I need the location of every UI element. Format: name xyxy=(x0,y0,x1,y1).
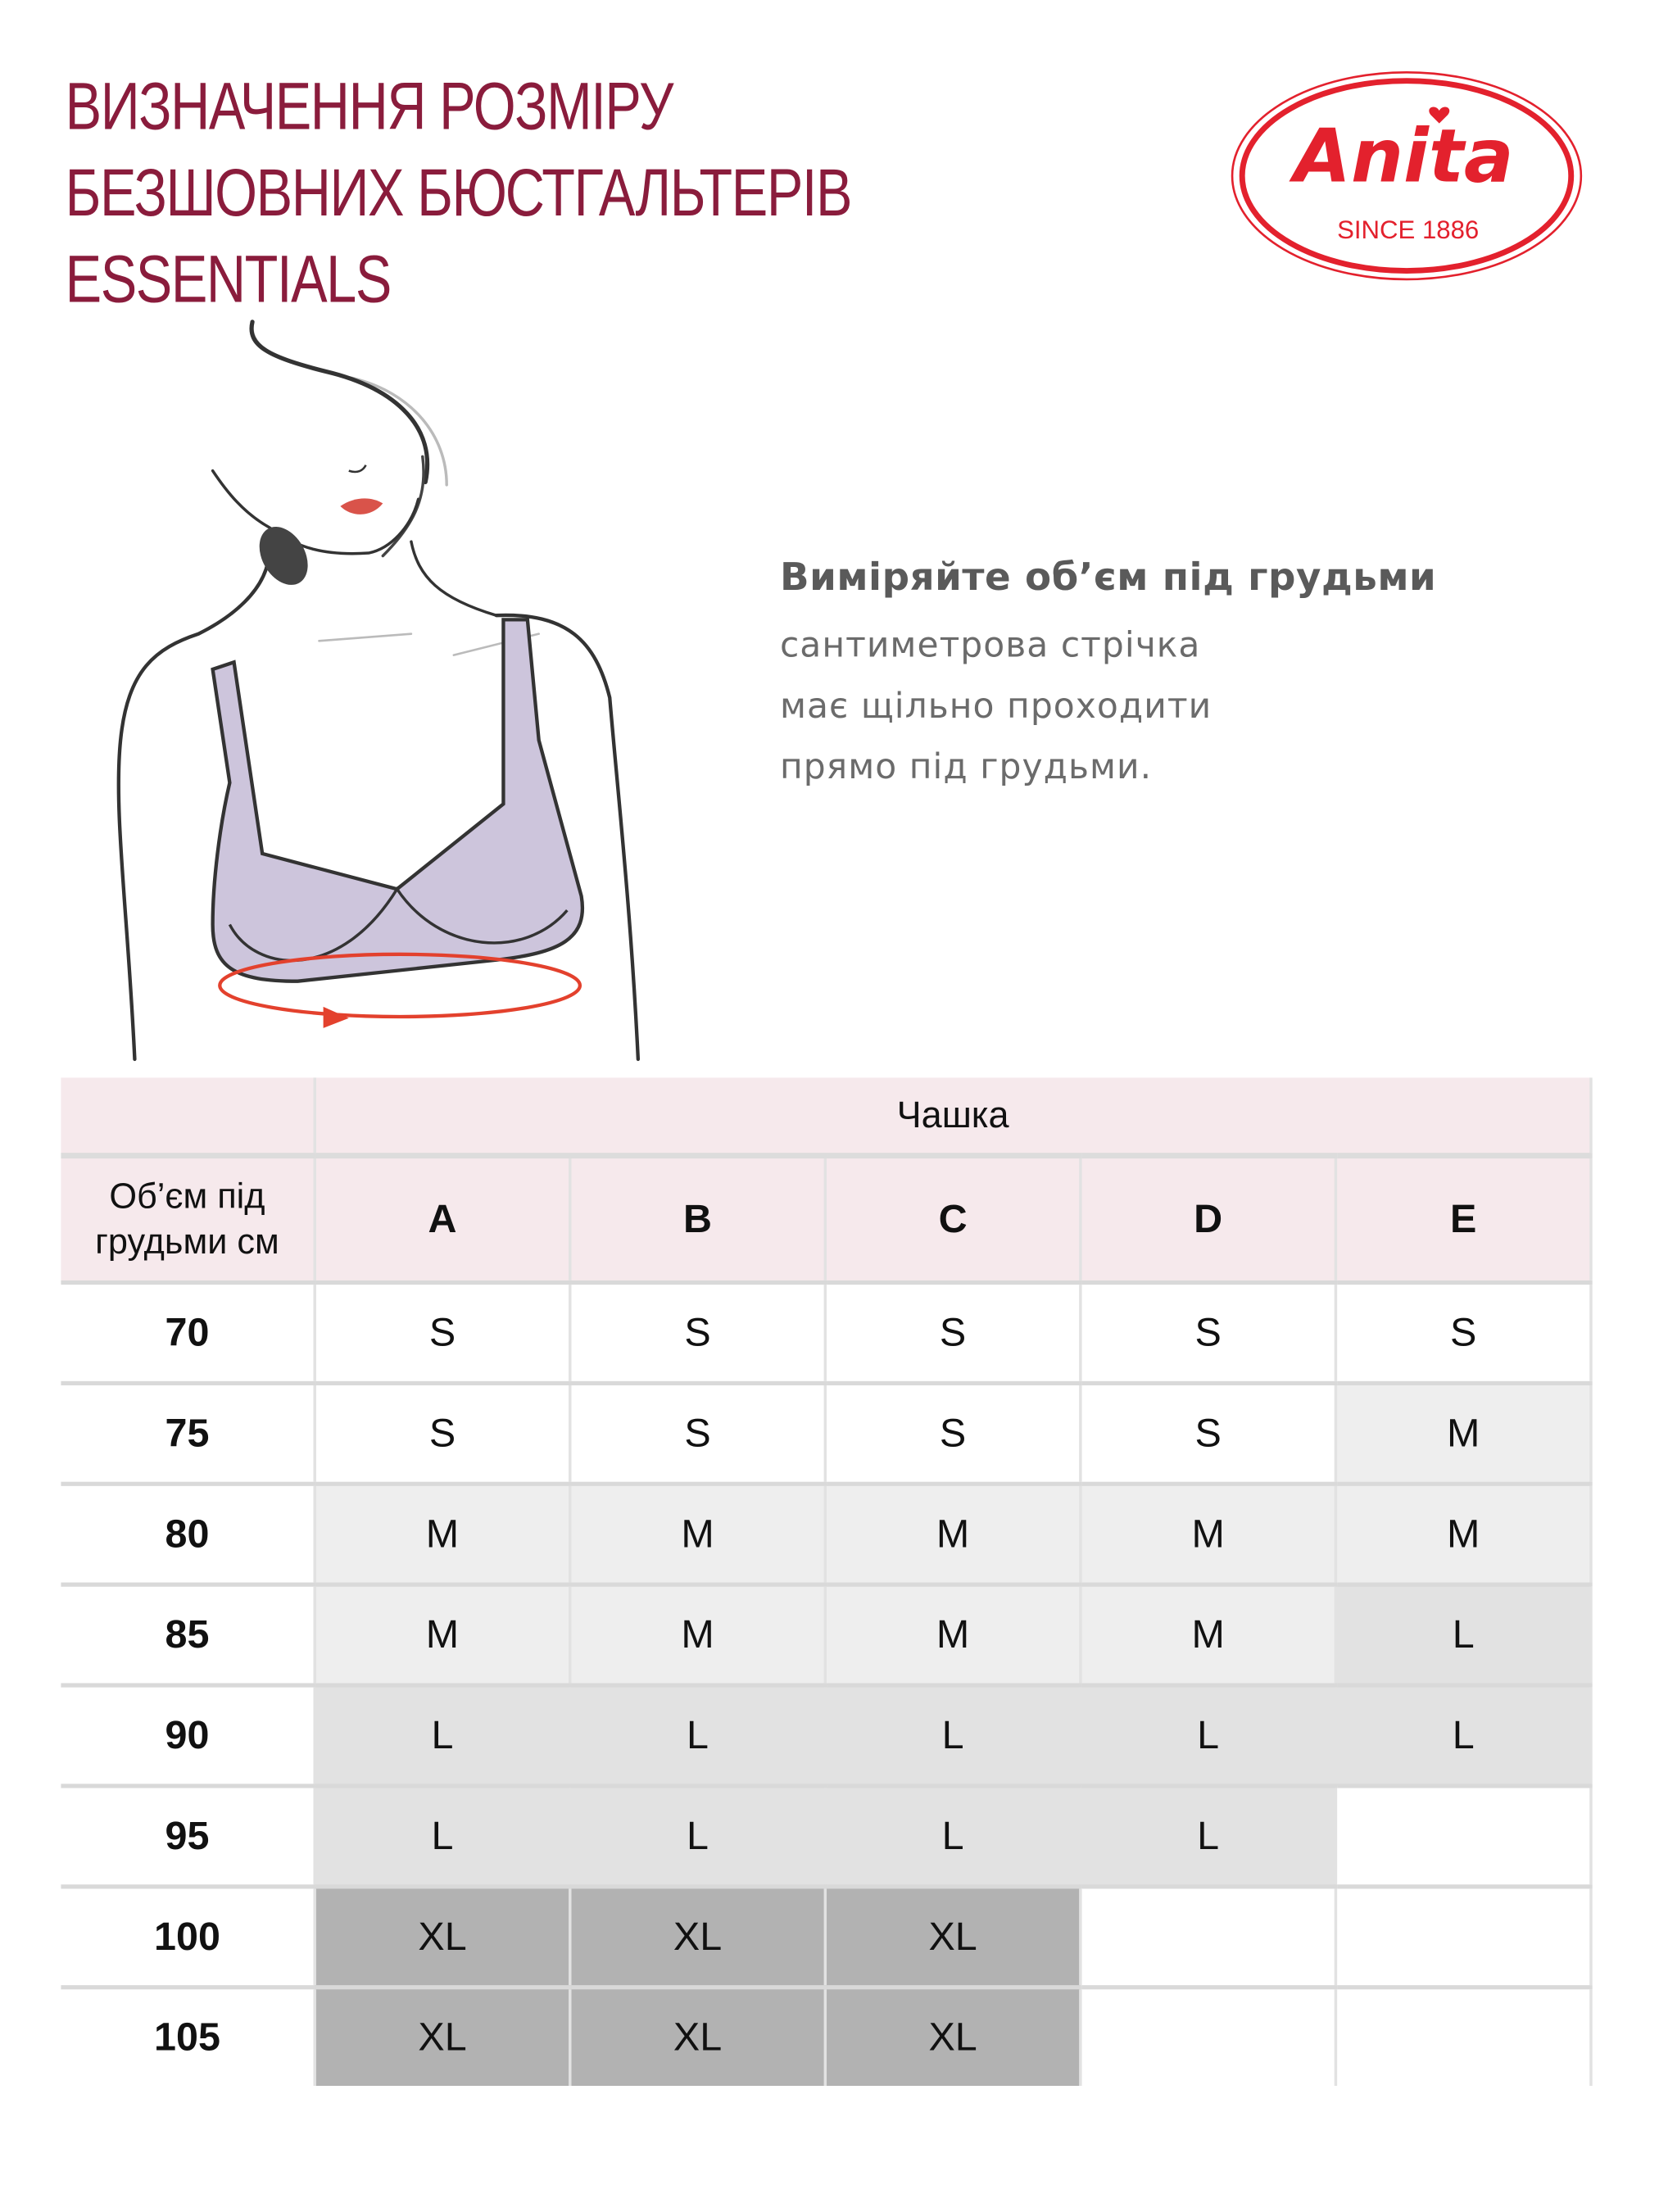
table-row: 70 S S S S S xyxy=(61,1280,1593,1384)
size-cell: L xyxy=(313,1784,572,1887)
size-cell xyxy=(1079,1884,1338,1988)
hair-bun xyxy=(259,527,308,585)
cup-group-header: Чашка xyxy=(313,1077,1593,1156)
table-row: 85 M M M M L xyxy=(61,1582,1593,1686)
size-cell: L xyxy=(1079,1784,1338,1887)
table-row: 90 L L L L L xyxy=(61,1683,1593,1786)
band-size: 80 xyxy=(61,1481,316,1585)
size-cell: L xyxy=(569,1784,827,1887)
instruction-line: сантиметрова стрічка xyxy=(779,623,1201,665)
corner-cell xyxy=(61,1077,316,1156)
size-cell: XL xyxy=(313,1985,572,2087)
table-row: 105 XL XL XL xyxy=(61,1985,1593,2087)
size-cell: L xyxy=(1079,1683,1338,1786)
anita-logo: Anita SINCE 1886 xyxy=(1231,70,1583,281)
size-cell: L xyxy=(823,1683,1082,1786)
table-row: 75 S S S S M xyxy=(61,1380,1593,1484)
size-cell: S xyxy=(1079,1280,1338,1384)
size-cell: M xyxy=(313,1582,572,1686)
size-cell: XL xyxy=(569,1884,827,1988)
size-cell: M xyxy=(1334,1481,1593,1585)
band-size: 105 xyxy=(61,1985,316,2087)
size-cell: M xyxy=(313,1481,572,1585)
size-cell: M xyxy=(1079,1481,1338,1585)
size-cell xyxy=(1334,1884,1593,1988)
page-title: ВИЗНАЧЕННЯ РОЗМІРУ БЕЗШОВНИХ БЮСТГАЛЬТЕР… xyxy=(66,62,1030,322)
size-cell: L xyxy=(569,1683,827,1786)
measuring-tape xyxy=(218,952,582,1019)
logo-brand: Anita xyxy=(1289,114,1513,200)
cup-header-e: E xyxy=(1334,1153,1593,1283)
size-cell: M xyxy=(823,1481,1082,1585)
lips xyxy=(340,498,383,514)
cup-header-d: D xyxy=(1079,1153,1338,1283)
size-cell: S xyxy=(1334,1280,1593,1384)
measurement-illustration xyxy=(116,320,641,1062)
bra xyxy=(211,618,584,983)
cup-header-c: C xyxy=(823,1153,1082,1283)
size-cell: L xyxy=(1334,1582,1593,1686)
table-row: 100 XL XL XL xyxy=(61,1884,1593,1988)
size-cell: XL xyxy=(569,1985,827,2087)
size-cell: M xyxy=(823,1582,1082,1686)
size-cell: XL xyxy=(823,1884,1082,1988)
size-cell: M xyxy=(1079,1582,1338,1686)
size-cell: S xyxy=(823,1280,1082,1384)
size-cell: S xyxy=(569,1280,827,1384)
size-cell xyxy=(1079,1985,1338,2087)
logo-tagline: SINCE 1886 xyxy=(1337,215,1479,244)
size-cell: S xyxy=(569,1380,827,1484)
instruction-heading: Виміряйте об’єм під грудьми xyxy=(779,555,1437,601)
title-line: ESSENTIALS xyxy=(65,241,392,316)
table-row: 95 L L L L xyxy=(61,1784,1593,1887)
size-cell: S xyxy=(1079,1380,1338,1484)
arrow-right-icon xyxy=(323,1006,349,1028)
size-cell: XL xyxy=(823,1985,1082,2087)
size-cell: M xyxy=(569,1582,827,1686)
band-column-header: Об’єм під грудьми см xyxy=(61,1153,316,1283)
table-group-header-row: Чашка xyxy=(61,1077,1593,1156)
title-line: БЕЗШОВНИХ БЮСТГАЛЬТЕРІВ xyxy=(65,154,853,230)
table-row: 80 M M M M M xyxy=(61,1481,1593,1585)
size-cell: S xyxy=(313,1280,572,1384)
band-size: 75 xyxy=(61,1380,316,1484)
size-cell: L xyxy=(823,1784,1082,1887)
cup-header-a: A xyxy=(313,1153,572,1283)
instruction-line: прямо під грудьми. xyxy=(779,746,1153,787)
size-cell: M xyxy=(569,1481,827,1585)
size-cell: S xyxy=(823,1380,1082,1484)
size-cell: L xyxy=(313,1683,572,1786)
size-cell xyxy=(1334,1784,1593,1887)
heart-icon xyxy=(1429,107,1450,124)
band-size: 70 xyxy=(61,1280,316,1384)
band-size: 85 xyxy=(61,1582,316,1686)
size-cell: M xyxy=(1334,1380,1593,1484)
size-cell: L xyxy=(1334,1683,1593,1786)
size-cell: XL xyxy=(313,1884,572,1988)
instruction-line: має щільно проходити xyxy=(779,684,1213,727)
size-cell xyxy=(1334,1985,1593,2087)
title-line: ВИЗНАЧЕННЯ РОЗМІРУ xyxy=(65,68,674,143)
band-size: 95 xyxy=(61,1784,316,1887)
size-cell: S xyxy=(313,1380,572,1484)
band-size: 90 xyxy=(61,1683,316,1786)
measuring-instructions: Виміряйте об’єм під грудьми сантиметрова… xyxy=(780,555,1436,796)
cup-header-b: B xyxy=(569,1153,827,1283)
band-size: 100 xyxy=(61,1884,316,1988)
